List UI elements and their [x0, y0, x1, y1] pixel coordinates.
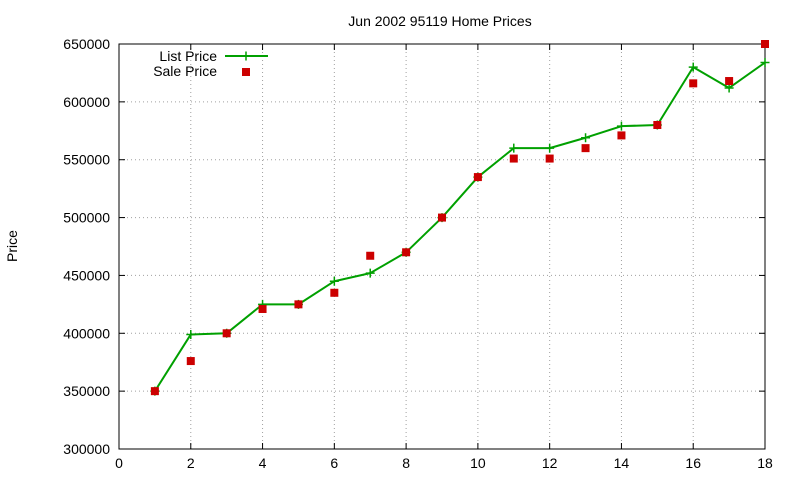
x-tick-label: 12: [542, 455, 558, 471]
x-tick-label: 6: [330, 455, 338, 471]
series-line-list-price: [154, 61, 766, 392]
list-price-point: [616, 121, 626, 131]
axis-ticks: 0 2 4 6 8 10 12 14 16 18 300000 350000 400000 450000 5…: [63, 36, 773, 471]
x-tick-label: 18: [757, 455, 773, 471]
x-tick-label: 0: [115, 455, 123, 471]
series: [150, 40, 770, 396]
legend: List Price Sale Price: [153, 48, 268, 79]
y-tick-label: 450000: [63, 267, 110, 283]
x-tick-label: 10: [470, 455, 486, 471]
y-axis-label: Price: [4, 230, 20, 262]
sale-price-point: [294, 300, 303, 309]
sale-price-point: [150, 387, 159, 396]
x-tick-label: 14: [614, 455, 630, 471]
sale-price-point: [509, 154, 518, 163]
grid: [119, 44, 765, 449]
list-price-point: [329, 276, 339, 286]
y-tick-label: 350000: [63, 383, 110, 399]
sale-price-point: [761, 40, 769, 48]
list-price-point: [545, 143, 555, 153]
legend-label-sale-price: Sale Price: [153, 63, 217, 79]
plot-frame: [118, 43, 766, 450]
x-tick-label: 16: [685, 455, 701, 471]
sale-price-point: [186, 357, 195, 366]
list-price-point: [688, 62, 698, 72]
list-price-point: [365, 268, 375, 278]
list-price-point: [509, 143, 519, 153]
y-tick-label: 600000: [63, 94, 110, 110]
sale-price-point: [581, 144, 590, 153]
y-tick-label: 300000: [63, 441, 110, 457]
y-tick-label: 400000: [63, 325, 110, 341]
sale-price-point: [222, 329, 231, 338]
sale-price-point: [473, 173, 482, 182]
list-price-point: [186, 329, 196, 339]
legend-label-list-price: List Price: [159, 48, 217, 64]
sale-price-point: [330, 288, 339, 297]
y-tick-label: 500000: [63, 210, 110, 226]
y-tick-label: 550000: [63, 152, 110, 168]
y-tick-label: 650000: [63, 36, 110, 52]
list-price-point: [760, 58, 770, 68]
chart-title: Jun 2002 95119 Home Prices: [348, 13, 531, 29]
sale-price-point: [258, 304, 267, 313]
sale-price-point: [366, 251, 375, 260]
sale-price-point: [725, 77, 734, 86]
legend-marker-list-price: [241, 51, 251, 61]
sale-price-point: [617, 131, 626, 140]
sale-price-point: [653, 121, 662, 129]
sale-price-point: [689, 79, 698, 88]
list-price-point: [581, 133, 591, 143]
sale-price-point: [438, 213, 446, 222]
x-tick-label: 4: [259, 455, 267, 471]
legend-marker-sale-price: [242, 68, 250, 76]
sale-price-point: [402, 248, 411, 257]
sale-price-point: [545, 154, 554, 163]
x-tick-label: 8: [402, 455, 410, 471]
x-tick-label: 2: [187, 455, 195, 471]
